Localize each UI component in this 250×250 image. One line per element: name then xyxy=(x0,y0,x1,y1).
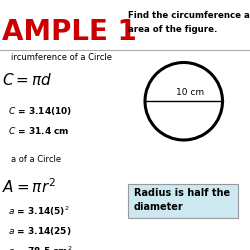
Text: $a$ = 3.14(5)$^2$: $a$ = 3.14(5)$^2$ xyxy=(8,205,69,218)
Text: $A = \pi r^{2}$: $A = \pi r^{2}$ xyxy=(2,178,56,196)
Text: $C$ = 3.14(10): $C$ = 3.14(10) xyxy=(8,105,72,117)
Text: 10 cm: 10 cm xyxy=(176,88,204,97)
Text: AMPLE 1: AMPLE 1 xyxy=(2,18,137,46)
Text: $C$ = 31.4 cm: $C$ = 31.4 cm xyxy=(8,125,69,136)
Text: area of the figure.: area of the figure. xyxy=(128,25,217,34)
Text: a of a Circle: a of a Circle xyxy=(11,155,62,164)
Text: $a$ = 78.5 cm$^2$: $a$ = 78.5 cm$^2$ xyxy=(8,245,72,250)
Text: $a$ = 3.14(25): $a$ = 3.14(25) xyxy=(8,225,71,237)
Text: ircumference of a Circle: ircumference of a Circle xyxy=(11,52,112,62)
FancyBboxPatch shape xyxy=(128,184,238,218)
Text: diameter: diameter xyxy=(134,202,184,212)
Text: Radius is half the: Radius is half the xyxy=(134,188,230,198)
Text: Find the circumference and: Find the circumference and xyxy=(128,11,250,20)
Text: $C = \pi d$: $C = \pi d$ xyxy=(2,72,53,88)
